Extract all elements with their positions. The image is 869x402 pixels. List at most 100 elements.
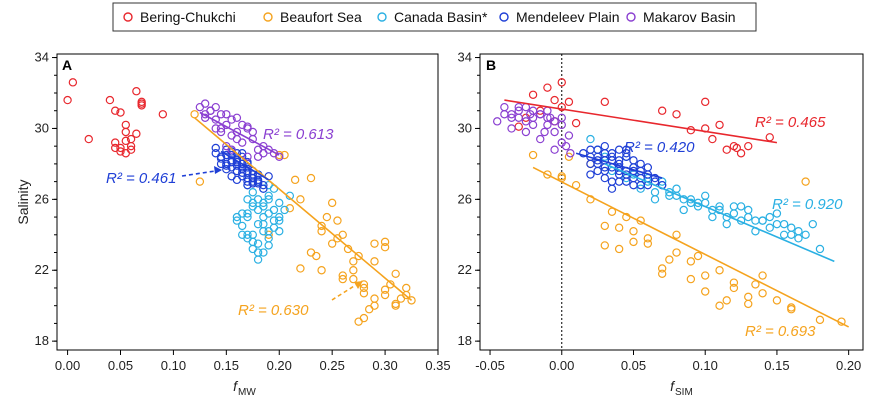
data-point	[195, 177, 205, 186]
data-point	[259, 219, 268, 229]
data-point	[391, 269, 400, 278]
data-point	[232, 134, 242, 144]
data-point	[629, 237, 638, 247]
data-point	[243, 209, 252, 218]
data-point	[779, 230, 789, 239]
y-tick-label: 30	[35, 120, 49, 135]
data-point	[586, 159, 595, 169]
data-point	[622, 145, 631, 154]
data-point	[607, 184, 617, 193]
data-point	[715, 202, 724, 211]
data-point	[729, 202, 739, 211]
data-point	[815, 244, 825, 254]
data-point	[643, 163, 653, 172]
data-point	[657, 269, 667, 278]
data-point	[63, 95, 72, 105]
data-point	[736, 149, 746, 158]
data-point	[729, 209, 739, 218]
data-point	[550, 127, 559, 137]
legend-label: Beaufort Sea	[280, 9, 362, 25]
data-point	[275, 152, 284, 162]
data-point	[243, 180, 252, 190]
data-point	[722, 145, 731, 154]
data-point	[359, 283, 369, 293]
data-point	[116, 108, 125, 117]
x-tick-label: 0.00	[55, 358, 80, 373]
data-point	[543, 106, 552, 115]
panel-b-ticks: -0.05 0.00 0.05 0.10 0.15 0.20 18 22 26 30 34	[458, 50, 862, 373]
data-point	[801, 230, 810, 239]
data-point	[259, 149, 268, 158]
data-point	[380, 237, 390, 247]
data-point	[253, 152, 263, 162]
data-point	[557, 102, 566, 112]
data-point	[243, 230, 252, 239]
data-point	[132, 129, 141, 138]
data-point	[708, 212, 717, 222]
x-tick-label: 0.00	[549, 358, 574, 373]
panel-b-points	[493, 78, 846, 326]
data-point	[280, 150, 289, 160]
data-point	[227, 131, 236, 140]
data-point	[211, 143, 220, 153]
data-point	[593, 166, 602, 176]
data-point	[259, 180, 268, 190]
data-point	[243, 122, 252, 131]
data-point	[253, 179, 263, 188]
y-tick-label: 18	[458, 333, 472, 348]
data-point	[600, 241, 609, 250]
data-point	[232, 216, 242, 225]
data-point	[701, 191, 710, 200]
data-point	[636, 184, 645, 193]
data-point	[507, 124, 516, 133]
data-point	[607, 152, 617, 162]
data-point	[306, 173, 316, 183]
panel-b-x-label-main: f	[670, 378, 676, 394]
data-point	[744, 141, 753, 151]
data-point	[614, 145, 624, 154]
data-point	[333, 234, 342, 243]
x-tick-label: 0.20	[836, 358, 861, 373]
data-point	[672, 248, 681, 257]
data-point	[643, 234, 653, 243]
data-point	[354, 251, 363, 261]
data-point	[600, 166, 609, 176]
data-point	[665, 191, 674, 200]
data-point	[238, 138, 247, 147]
data-point	[808, 219, 817, 229]
panel-a-fit-lines	[194, 111, 413, 301]
data-point	[317, 221, 326, 231]
x-tick-label: 0.15	[764, 358, 789, 373]
data-point	[370, 294, 379, 303]
data-point	[779, 219, 789, 229]
data-point	[758, 289, 767, 298]
data-point	[317, 227, 326, 236]
data-point	[407, 296, 416, 305]
legend-marker	[263, 12, 273, 22]
legend-marker	[377, 12, 387, 22]
legend: Bering-Chukchi Beaufort Sea Canada Basin…	[112, 2, 757, 32]
panel-b-r2-bering: R² = 0.465	[755, 114, 826, 131]
data-point	[528, 150, 538, 160]
data-point	[787, 303, 796, 312]
data-point	[526, 110, 535, 119]
data-point	[264, 241, 273, 250]
data-point	[744, 212, 753, 222]
data-point	[600, 173, 609, 183]
data-point	[672, 184, 681, 193]
data-point	[521, 102, 531, 112]
data-point	[765, 223, 774, 232]
data-point	[222, 165, 231, 174]
legend-item-makarov-basin: Makarov Basin	[626, 9, 736, 25]
data-point	[200, 99, 210, 108]
data-point	[349, 257, 358, 266]
legend-label: Makarov Basin	[643, 9, 736, 25]
data-point	[765, 212, 774, 222]
data-point	[715, 266, 724, 275]
data-point	[528, 90, 538, 99]
data-point	[253, 255, 263, 264]
panel-a-label: A	[62, 57, 72, 73]
panel-a-mendeleev-arrowhead	[214, 166, 222, 174]
data-point	[269, 205, 279, 215]
